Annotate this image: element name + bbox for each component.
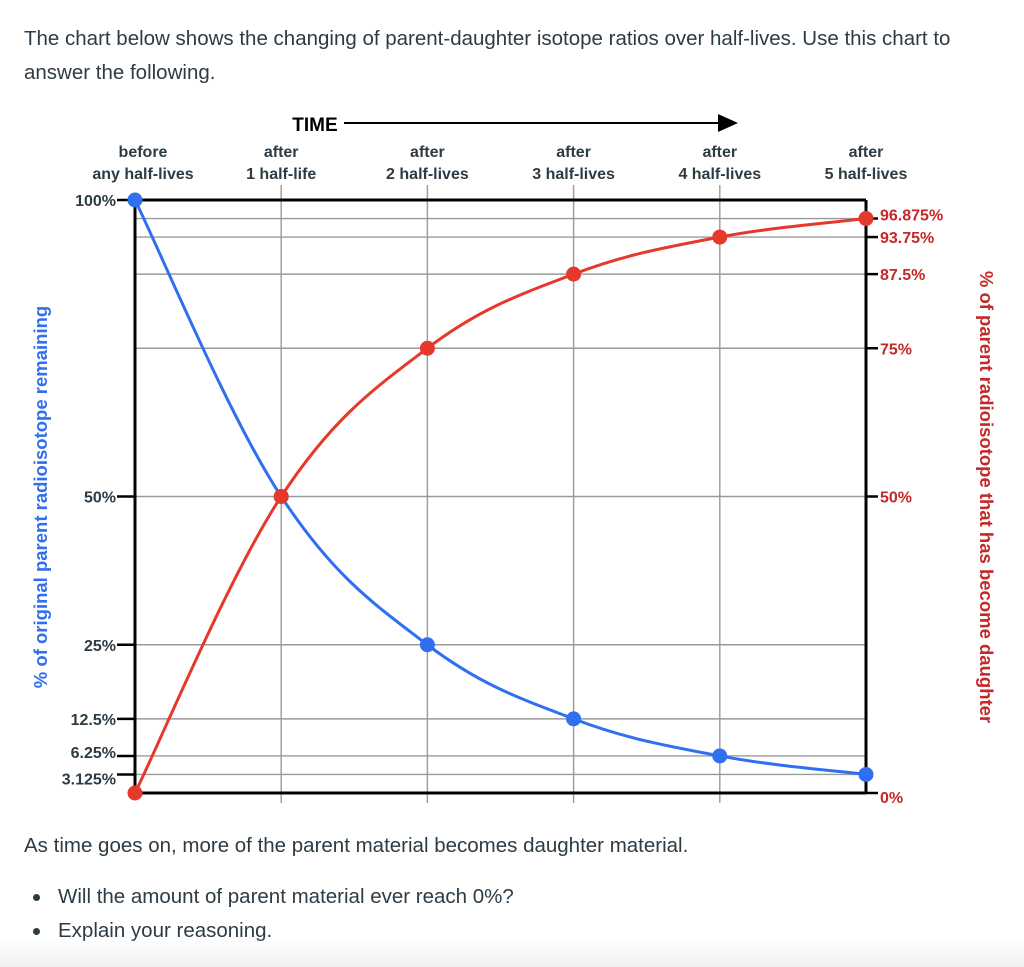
x-tick-label: any half-lives [92, 166, 193, 183]
left-tick-label: 6.25% [71, 745, 116, 762]
daughter-data-point [273, 489, 289, 504]
daughter-data-point [419, 340, 435, 356]
parent-data-point [566, 711, 582, 727]
parent-data-point [712, 748, 728, 764]
left-tick-label: 25% [84, 638, 116, 655]
x-tick-label: before [119, 144, 168, 161]
parent-data-point [419, 637, 435, 653]
parent-series-line [133, 198, 868, 776]
half-life-chart: TIME before any half-lives after 1 half-life… [30, 114, 997, 807]
x-tick-label: 4 half-lives [678, 166, 761, 183]
x-tick-label: after [702, 144, 737, 161]
x-tick-label: 3 half-lives [532, 166, 615, 183]
x-tick-label: after [849, 144, 884, 161]
right-tick-label: 96.875% [880, 208, 943, 225]
time-title: TIME [292, 115, 337, 136]
bottom-fade [0, 937, 1024, 967]
parent-data-point [127, 192, 143, 208]
explanation-text: As time goes on, more of the parent mate… [24, 834, 689, 857]
left-axis-title: % of original parent radioisotope remain… [30, 306, 51, 688]
question-item: Explain your reasoning. [24, 914, 514, 948]
right-tick-label: 50% [880, 490, 912, 507]
left-tick-label: 3.125% [62, 771, 116, 788]
right-tick-label: 87.5% [880, 267, 925, 284]
x-tick-label: after [556, 144, 591, 161]
daughter-series-line [133, 217, 868, 795]
left-tick-label: 12.5% [71, 712, 116, 729]
intro-text: The chart below shows the changing of pa… [24, 27, 951, 84]
left-tick-label: 50% [84, 490, 116, 507]
question-item: Will the amount of parent material ever … [24, 880, 514, 914]
daughter-data-point [858, 211, 874, 227]
right-tick-label: 93.75% [880, 230, 934, 247]
daughter-data-point [566, 266, 582, 282]
question-list: Will the amount of parent material ever … [24, 880, 514, 948]
parent-data-point [858, 766, 874, 782]
x-tick-label: 2 half-lives [386, 166, 469, 183]
x-tick-label: 1 half-life [246, 166, 316, 183]
daughter-data-point [127, 785, 143, 801]
left-tick-label: 100% [75, 193, 116, 210]
x-tick-label: 5 half-lives [825, 166, 908, 183]
right-tick-label: 75% [880, 341, 912, 358]
daughter-data-point [712, 229, 728, 245]
right-axis-title: % of parent radioisotope that has become… [976, 271, 997, 723]
x-tick-label: after [264, 144, 299, 161]
time-arrow-head [718, 114, 738, 132]
x-tick-label: after [410, 144, 445, 161]
right-tick-label: 0% [880, 790, 903, 807]
